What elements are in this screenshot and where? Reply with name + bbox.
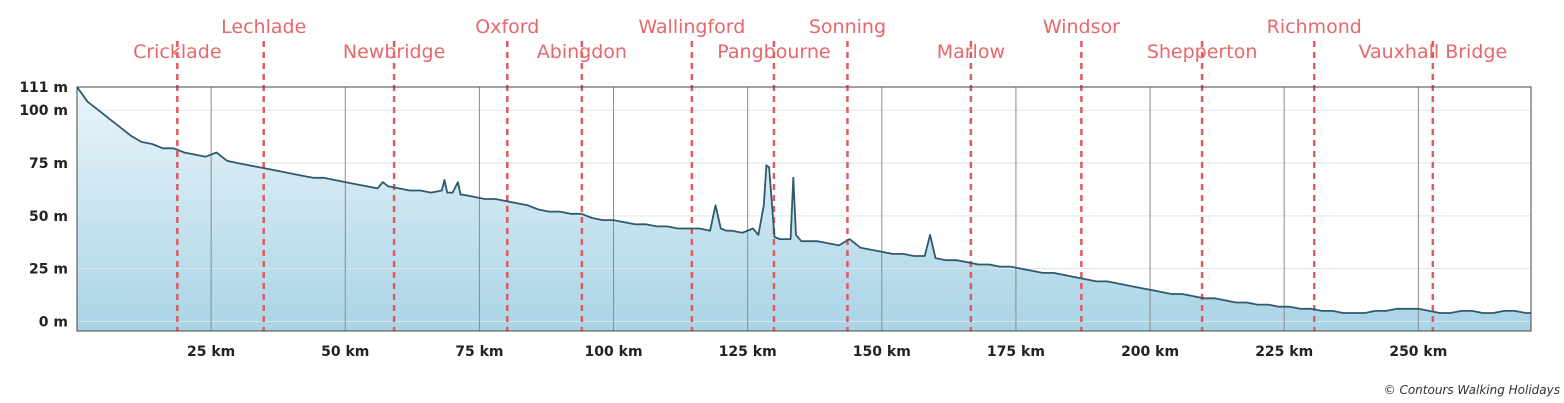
elevation-line bbox=[76, 86, 1531, 314]
town-label: Lechlade bbox=[221, 16, 306, 38]
elevation-area bbox=[77, 87, 1531, 331]
y-tick-label: 0 m bbox=[39, 314, 68, 330]
x-tick-label: 125 km bbox=[719, 344, 777, 360]
x-tick-label: 150 km bbox=[853, 344, 911, 360]
town-label: Shepperton bbox=[1147, 41, 1258, 63]
x-tick-label: 250 km bbox=[1389, 344, 1447, 360]
x-tick-label: 75 km bbox=[455, 344, 503, 360]
y-tick-label: 111 m bbox=[19, 80, 68, 96]
town-label: Abingdon bbox=[537, 41, 627, 63]
x-tick-label: 100 km bbox=[585, 344, 643, 360]
town-label: Newbridge bbox=[343, 41, 445, 63]
town-label: Pangbourne bbox=[717, 41, 830, 63]
town-label: Wallingford bbox=[638, 16, 745, 38]
y-tick-label: 50 m bbox=[29, 209, 68, 225]
credit-text: © Contours Walking Holidays bbox=[1383, 383, 1560, 397]
y-tick-label: 25 m bbox=[29, 262, 68, 278]
town-label: Windsor bbox=[1043, 16, 1120, 38]
plot-frame bbox=[76, 86, 1532, 332]
x-tick-label: 225 km bbox=[1255, 344, 1313, 360]
x-tick-label: 50 km bbox=[321, 344, 369, 360]
town-label: Oxford bbox=[475, 16, 539, 38]
town-label: Vauxhall Bridge bbox=[1358, 41, 1507, 63]
town-label: Richmond bbox=[1267, 16, 1362, 38]
x-tick-label: 25 km bbox=[187, 344, 235, 360]
town-label: Marlow bbox=[937, 41, 1005, 63]
y-tick-label: 100 m bbox=[19, 103, 68, 119]
x-tick-label: 200 km bbox=[1121, 344, 1179, 360]
x-tick-label: 175 km bbox=[987, 344, 1045, 360]
y-tick-label: 75 m bbox=[29, 156, 68, 172]
town-label: Sonning bbox=[809, 16, 886, 38]
town-label: Cricklade bbox=[133, 41, 221, 63]
